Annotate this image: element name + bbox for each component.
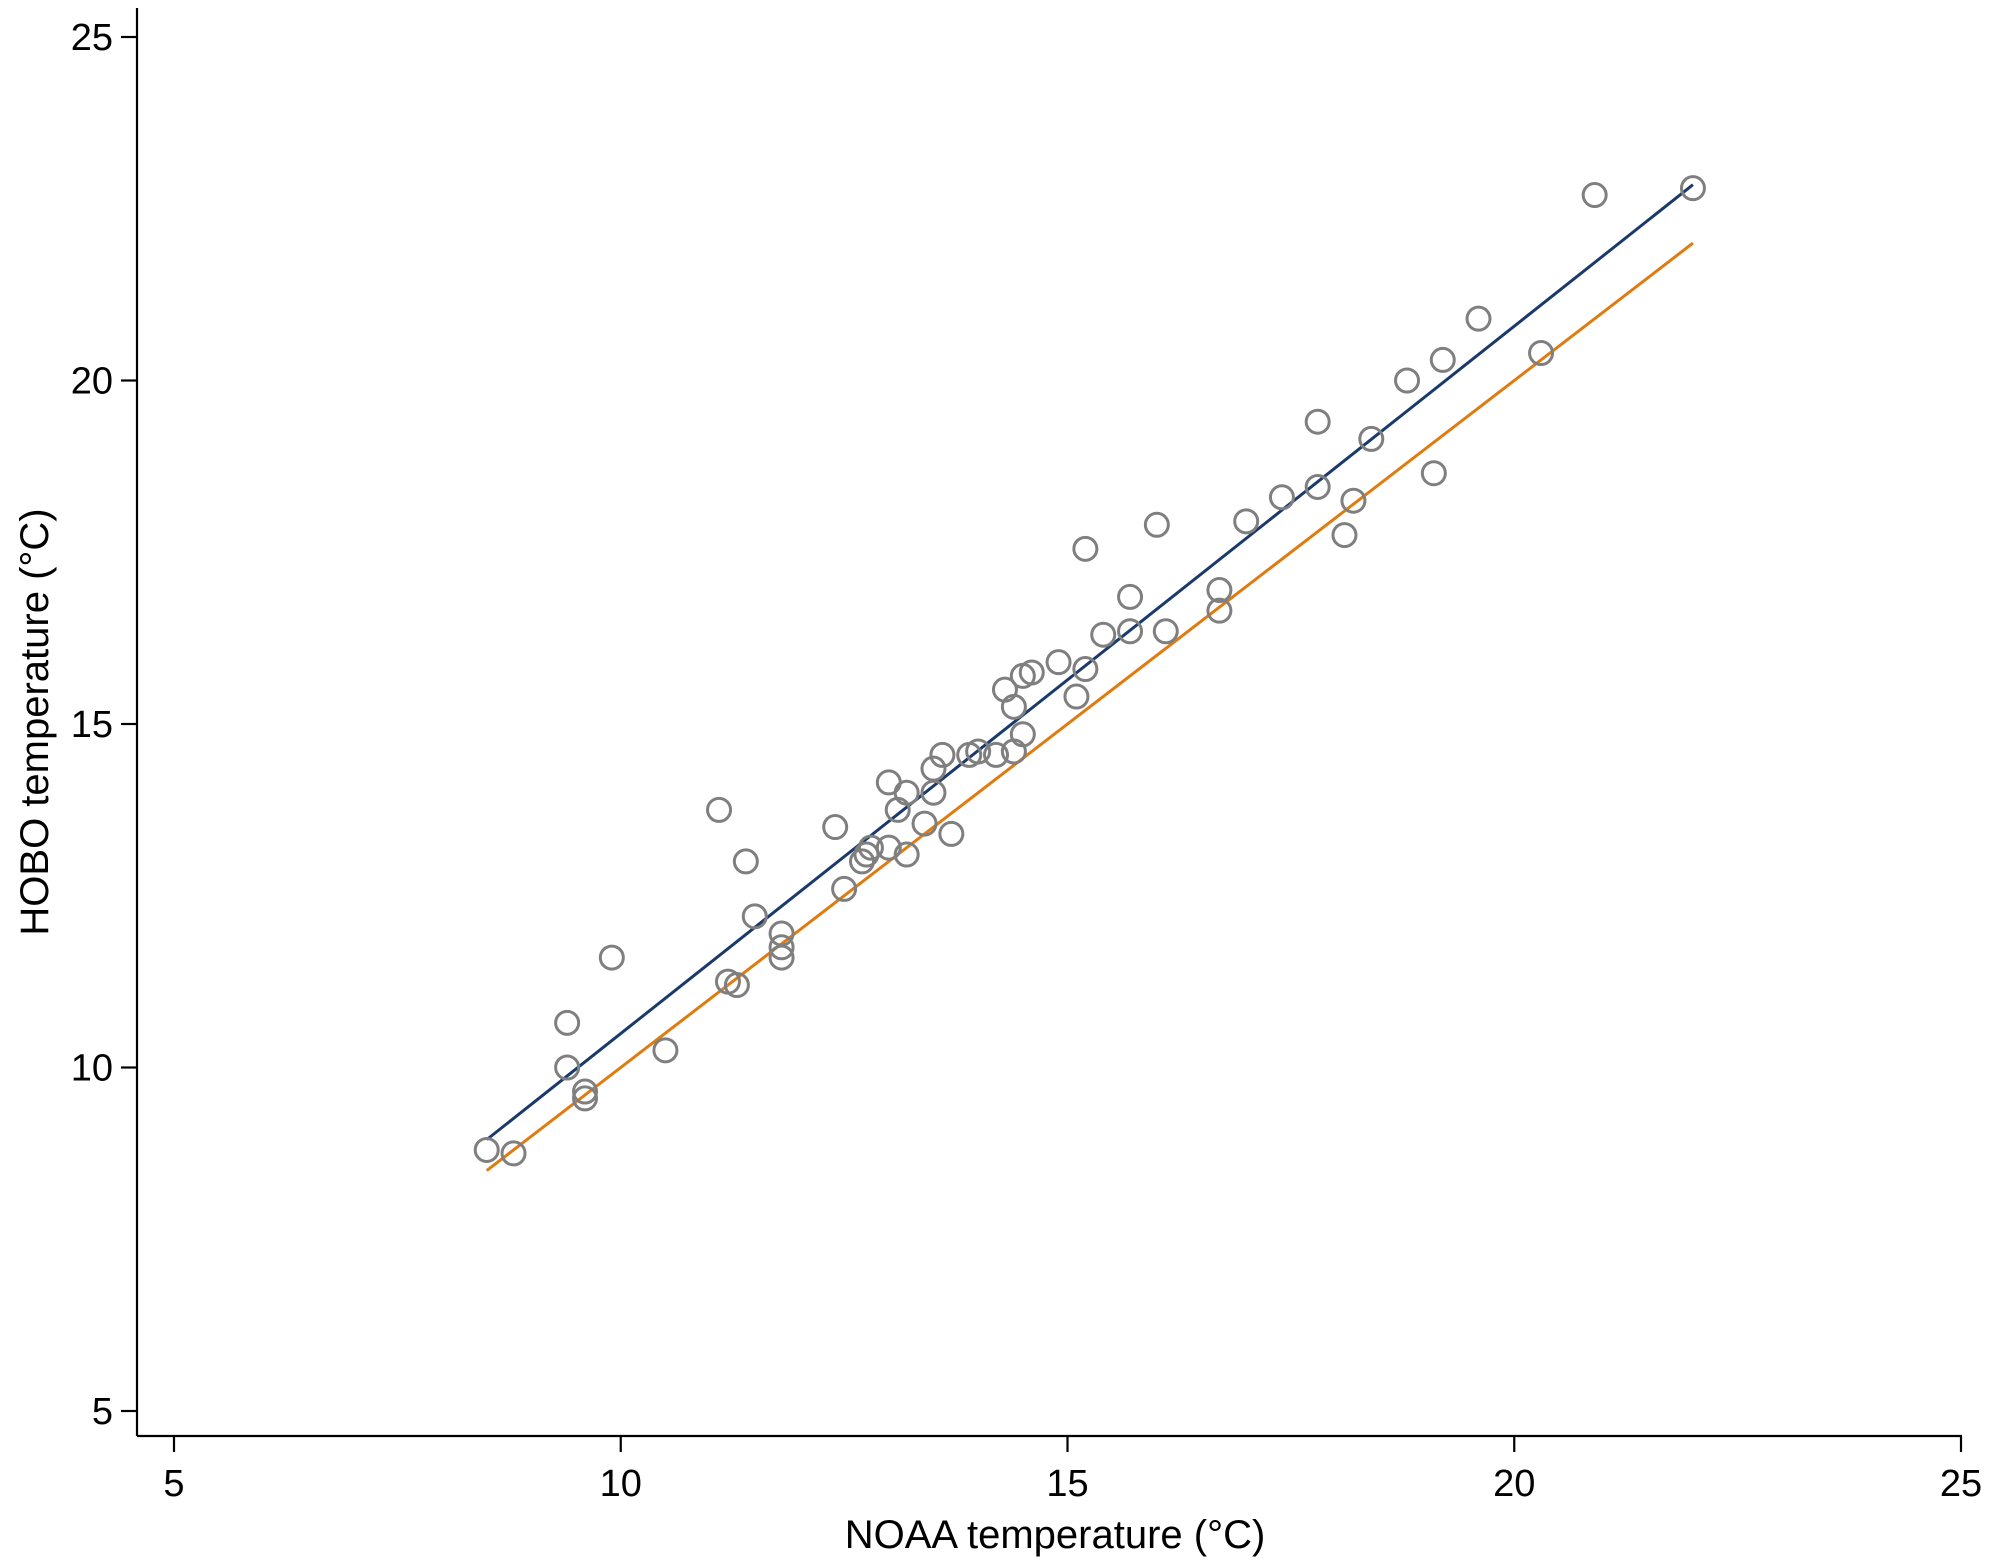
data-point bbox=[848, 848, 875, 875]
data-point bbox=[1206, 597, 1233, 624]
data-point bbox=[473, 1136, 500, 1163]
x-tick-label: 15 bbox=[1046, 1463, 1088, 1505]
y-tick-label: 20 bbox=[71, 361, 113, 403]
data-point bbox=[1394, 367, 1421, 394]
fit-lines bbox=[485, 183, 1694, 1172]
data-point bbox=[598, 944, 625, 971]
data-point bbox=[1358, 425, 1385, 452]
x-tick-label: 10 bbox=[600, 1463, 642, 1505]
data-point bbox=[732, 848, 759, 875]
y-axis-ticks: 5 10 15 20 25 bbox=[71, 17, 137, 1433]
data-point bbox=[1045, 649, 1072, 676]
x-axis-ticks: 5 10 15 20 25 bbox=[163, 1436, 1982, 1505]
data-point bbox=[1420, 460, 1447, 487]
data-point bbox=[1143, 511, 1170, 538]
data-point bbox=[768, 934, 795, 961]
data-point bbox=[1268, 484, 1295, 511]
x-tick-label: 25 bbox=[1940, 1463, 1982, 1505]
y-axis-title: HOBO temperature (°C) bbox=[13, 508, 57, 935]
data-point bbox=[875, 834, 902, 861]
data-point bbox=[741, 903, 768, 930]
data-point bbox=[1063, 683, 1090, 710]
fit-line bbox=[485, 183, 1694, 1141]
y-tick-label: 25 bbox=[71, 17, 113, 59]
x-axis-title: NOAA temperature (°C) bbox=[845, 1513, 1266, 1557]
data-point bbox=[1117, 583, 1144, 610]
data-point bbox=[920, 779, 947, 806]
data-point bbox=[1581, 182, 1608, 209]
data-point bbox=[554, 1009, 581, 1036]
data-point bbox=[857, 834, 884, 861]
data-point bbox=[1000, 693, 1027, 720]
fit-line bbox=[485, 241, 1694, 1172]
data-point bbox=[554, 1054, 581, 1081]
data-point bbox=[983, 741, 1010, 768]
data-point bbox=[572, 1085, 599, 1112]
data-points bbox=[473, 175, 1706, 1167]
data-point bbox=[893, 779, 920, 806]
data-point bbox=[723, 972, 750, 999]
data-point bbox=[706, 796, 733, 823]
data-point bbox=[1206, 577, 1233, 604]
data-point bbox=[822, 814, 849, 841]
data-point bbox=[1117, 618, 1144, 645]
data-point bbox=[1009, 721, 1036, 748]
x-tick-label: 20 bbox=[1493, 1463, 1535, 1505]
data-point bbox=[768, 944, 795, 971]
data-point bbox=[1340, 487, 1367, 514]
data-point bbox=[500, 1140, 527, 1167]
data-point bbox=[1072, 656, 1099, 683]
data-point bbox=[1018, 659, 1045, 686]
y-tick-label: 10 bbox=[71, 1048, 113, 1090]
data-point bbox=[1304, 473, 1331, 500]
data-point bbox=[1152, 618, 1179, 645]
data-point bbox=[938, 820, 965, 847]
x-tick-label: 5 bbox=[163, 1463, 184, 1505]
data-point bbox=[1090, 621, 1117, 648]
y-tick-label: 15 bbox=[71, 704, 113, 746]
data-point bbox=[1528, 340, 1555, 367]
data-point bbox=[768, 920, 795, 947]
data-point bbox=[965, 738, 992, 765]
data-point bbox=[1233, 508, 1260, 535]
data-point bbox=[1331, 522, 1358, 549]
data-point bbox=[929, 741, 956, 768]
data-point bbox=[1679, 175, 1706, 202]
data-point bbox=[893, 841, 920, 868]
data-point bbox=[1072, 535, 1099, 562]
data-point bbox=[831, 875, 858, 902]
data-point bbox=[1429, 346, 1456, 373]
y-tick-label: 5 bbox=[92, 1391, 113, 1433]
data-point bbox=[652, 1037, 679, 1064]
data-point bbox=[572, 1078, 599, 1105]
data-point bbox=[1465, 305, 1492, 332]
data-point bbox=[1304, 408, 1331, 435]
data-point bbox=[911, 810, 938, 837]
